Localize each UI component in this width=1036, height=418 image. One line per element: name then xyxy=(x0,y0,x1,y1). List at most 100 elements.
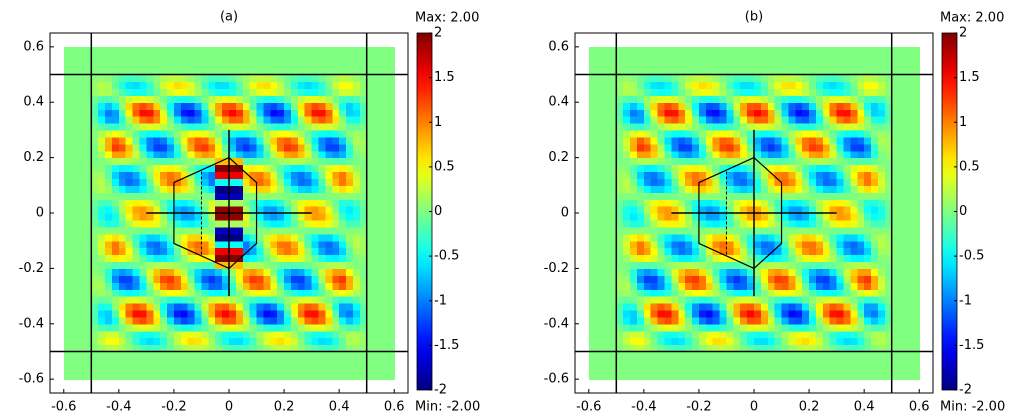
field-cell xyxy=(809,268,816,276)
field-cell xyxy=(637,54,644,62)
field-cell xyxy=(222,81,229,89)
field-cell xyxy=(367,144,374,152)
field-cell xyxy=(685,81,692,89)
field-cell xyxy=(782,303,789,311)
field-cell xyxy=(160,268,167,276)
field-cell xyxy=(305,185,312,193)
field-cell xyxy=(291,116,298,124)
field-cell xyxy=(782,88,789,96)
field-cell xyxy=(215,137,222,145)
field-cell xyxy=(671,144,678,152)
field-cell xyxy=(864,248,871,256)
field-cell xyxy=(291,303,298,311)
field-cell xyxy=(630,171,637,179)
field-cell xyxy=(637,116,644,124)
field-cell xyxy=(257,303,264,311)
field-cell xyxy=(291,144,298,152)
field-cell xyxy=(133,275,140,283)
field-cell xyxy=(140,365,147,373)
field-cell xyxy=(754,192,761,200)
field-cell xyxy=(263,331,270,339)
field-cell xyxy=(809,227,816,235)
field-cell xyxy=(119,144,126,152)
field-cell xyxy=(105,289,112,297)
field-cell xyxy=(644,296,651,304)
field-cell xyxy=(188,220,195,228)
field-cell xyxy=(332,178,339,186)
field-cell xyxy=(112,185,119,193)
field-cell xyxy=(112,75,119,83)
field-cell xyxy=(864,303,871,311)
y-tick-label: -0.6 xyxy=(19,372,44,387)
field-cell xyxy=(637,296,644,304)
field-cell xyxy=(802,151,809,159)
field-cell xyxy=(912,275,919,283)
field-cell xyxy=(603,331,610,339)
field-cell xyxy=(208,227,215,235)
field-cell xyxy=(181,88,188,96)
field-cell xyxy=(754,137,761,145)
field-cell xyxy=(830,47,837,55)
field-cell xyxy=(871,268,878,276)
field-cell xyxy=(270,185,277,193)
field-cell xyxy=(257,130,264,138)
field-cell xyxy=(236,310,243,318)
field-cell xyxy=(105,123,112,131)
field-cell xyxy=(284,331,291,339)
field-cell xyxy=(160,310,167,318)
field-cell xyxy=(795,47,802,55)
field-cell xyxy=(733,144,740,152)
field-cell xyxy=(133,331,140,339)
field-cell xyxy=(346,81,353,89)
field-cell xyxy=(837,317,844,325)
field-cell xyxy=(637,338,644,346)
field-cell xyxy=(699,310,706,318)
field-cell xyxy=(671,358,678,366)
field-cell xyxy=(126,296,133,304)
field-cell xyxy=(699,130,706,138)
field-cell xyxy=(671,158,678,166)
field-cell xyxy=(782,261,789,269)
field-cell xyxy=(325,171,332,179)
field-cell xyxy=(153,144,160,152)
field-cell xyxy=(167,351,174,359)
field-cell xyxy=(353,351,360,359)
field-cell xyxy=(98,296,105,304)
field-cell xyxy=(733,227,740,235)
field-cell xyxy=(713,199,720,207)
field-cell xyxy=(167,310,174,318)
field-cell xyxy=(380,358,387,366)
field-cell xyxy=(740,81,747,89)
field-cell xyxy=(754,331,761,339)
field-cell xyxy=(222,296,229,304)
field-cell xyxy=(857,213,864,221)
field-cell xyxy=(871,303,878,311)
field-cell xyxy=(263,88,270,96)
field-cell xyxy=(844,282,851,290)
field-cell xyxy=(325,358,332,366)
field-cell xyxy=(775,88,782,96)
field-cell xyxy=(325,372,332,380)
field-cell xyxy=(596,351,603,359)
field-cell xyxy=(250,151,257,159)
field-cell xyxy=(726,199,733,207)
field-cell xyxy=(312,268,319,276)
field-cell xyxy=(387,227,394,235)
field-cell xyxy=(229,171,236,179)
field-cell xyxy=(788,241,795,249)
field-cell xyxy=(837,324,844,332)
field-cell xyxy=(146,213,153,221)
field-cell xyxy=(208,303,215,311)
field-cell xyxy=(167,47,174,55)
field-cell xyxy=(830,88,837,96)
field-cell xyxy=(133,241,140,249)
field-cell xyxy=(726,289,733,297)
field-cell xyxy=(174,358,181,366)
field-cell xyxy=(775,324,782,332)
field-cell xyxy=(167,248,174,256)
field-cell xyxy=(353,248,360,256)
field-cell xyxy=(685,158,692,166)
field-cell xyxy=(126,338,133,346)
field-cell xyxy=(761,109,768,117)
field-cell xyxy=(263,296,270,304)
